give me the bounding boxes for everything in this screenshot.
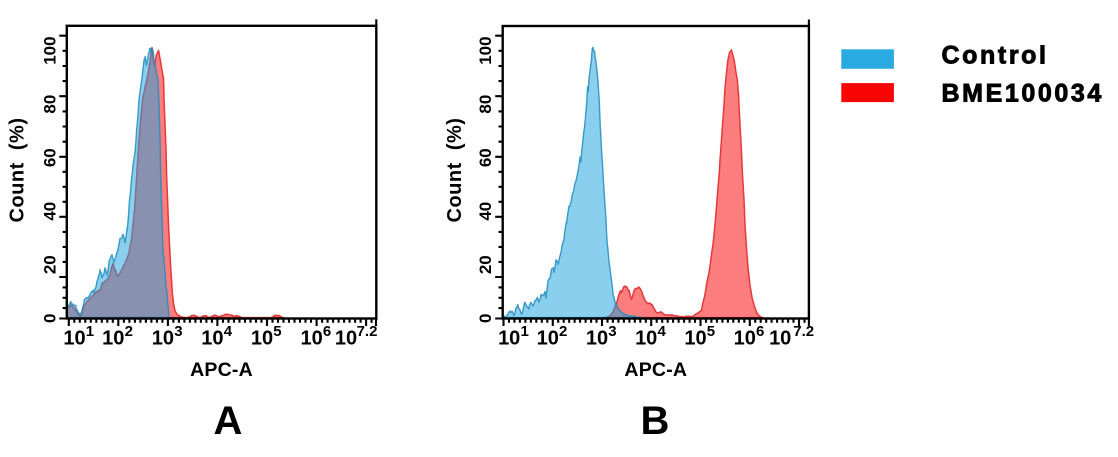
svg-text:10: 10	[734, 328, 756, 350]
svg-text:APC-A: APC-A	[624, 359, 687, 381]
svg-text:10: 10	[586, 328, 608, 350]
svg-text:2: 2	[125, 323, 133, 340]
svg-text:10: 10	[102, 328, 124, 350]
svg-text:10: 10	[251, 328, 273, 350]
svg-text:7.2: 7.2	[357, 323, 378, 340]
svg-text:1: 1	[86, 323, 94, 340]
svg-text:6: 6	[756, 323, 764, 340]
svg-text:3: 3	[174, 323, 182, 340]
svg-text:10: 10	[769, 328, 791, 350]
svg-text:6: 6	[323, 323, 331, 340]
svg-text:5: 5	[707, 323, 715, 340]
svg-text:2: 2	[559, 323, 567, 340]
svg-text:Count (%): Count (%)	[7, 118, 29, 223]
svg-text:10: 10	[300, 328, 322, 350]
svg-text:0: 0	[40, 313, 59, 322]
svg-text:7.2: 7.2	[793, 323, 814, 340]
svg-text:60: 60	[476, 148, 495, 167]
svg-text:A: A	[214, 399, 243, 443]
svg-text:20: 20	[476, 255, 495, 274]
svg-text:10: 10	[537, 328, 559, 350]
svg-text:BME100034: BME100034	[942, 80, 1104, 108]
svg-text:3: 3	[608, 323, 616, 340]
svg-text:80: 80	[40, 95, 59, 114]
svg-text:0: 0	[476, 313, 495, 322]
svg-text:APC-A: APC-A	[190, 359, 253, 381]
svg-text:10: 10	[635, 328, 657, 350]
svg-text:10: 10	[684, 328, 706, 350]
svg-text:20: 20	[40, 255, 59, 274]
svg-text:10: 10	[63, 328, 85, 350]
svg-text:60: 60	[40, 148, 59, 167]
svg-text:80: 80	[476, 95, 495, 114]
svg-text:5: 5	[273, 323, 281, 340]
svg-text:4: 4	[658, 323, 667, 340]
svg-text:10: 10	[201, 328, 223, 350]
svg-text:1: 1	[521, 323, 529, 340]
svg-text:10: 10	[335, 328, 357, 350]
svg-text:10: 10	[152, 328, 174, 350]
svg-text:40: 40	[40, 202, 59, 221]
svg-text:10: 10	[498, 328, 520, 350]
svg-text:40: 40	[476, 202, 495, 221]
svg-text:Count (%): Count (%)	[444, 118, 466, 223]
svg-text:B: B	[641, 399, 670, 443]
svg-text:100: 100	[40, 36, 59, 64]
svg-text:4: 4	[224, 323, 233, 340]
svg-text:100: 100	[476, 36, 495, 64]
svg-text:Control: Control	[942, 42, 1049, 70]
